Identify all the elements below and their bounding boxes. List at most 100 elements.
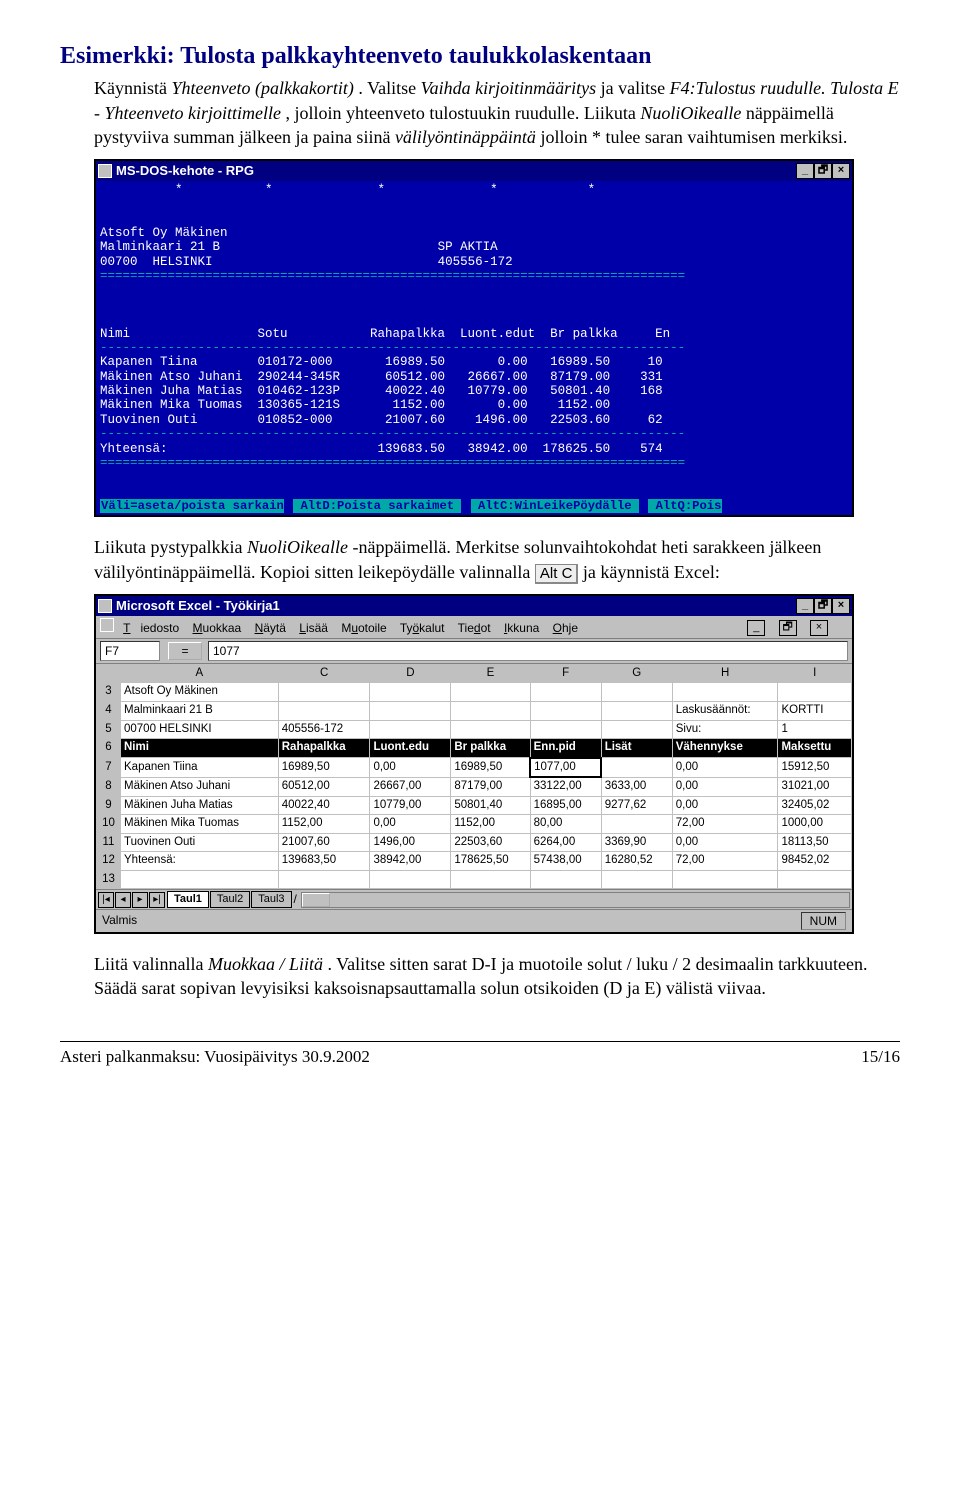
col-header[interactable]: [97, 664, 121, 683]
maximize-button[interactable]: 🗗: [814, 163, 832, 179]
cell[interactable]: [121, 870, 279, 889]
cell[interactable]: Lisät: [601, 739, 672, 758]
mdi-max-button[interactable]: 🗗: [779, 620, 797, 636]
row-header[interactable]: 11: [97, 833, 121, 852]
cell[interactable]: [278, 702, 370, 721]
cell[interactable]: Br palkka: [451, 739, 530, 758]
row-header[interactable]: 8: [97, 777, 121, 796]
cell[interactable]: 00700 HELSINKI: [121, 720, 279, 739]
menu-item[interactable]: Tiedot: [458, 621, 491, 635]
formula-input[interactable]: 1077: [208, 641, 848, 661]
cell[interactable]: KORTTI: [778, 702, 852, 721]
close-button[interactable]: ×: [832, 163, 850, 179]
cell[interactable]: Maksettu: [778, 739, 852, 758]
cell[interactable]: 16989,50: [451, 758, 530, 778]
cell[interactable]: 32405,02: [778, 796, 852, 815]
fx-button[interactable]: =: [168, 642, 202, 660]
cell[interactable]: 6264,00: [530, 833, 601, 852]
cell[interactable]: Enn.pid: [530, 739, 601, 758]
h-scrollbar[interactable]: [301, 892, 850, 908]
cell[interactable]: [370, 683, 451, 702]
cell[interactable]: Malminkaari 21 B: [121, 702, 279, 721]
mdi-min-button[interactable]: _: [747, 620, 765, 636]
row-header[interactable]: 12: [97, 852, 121, 871]
col-header[interactable]: F: [530, 664, 601, 683]
cell[interactable]: 22503,60: [451, 833, 530, 852]
row-header[interactable]: 6: [97, 739, 121, 758]
cell[interactable]: 0,00: [370, 815, 451, 834]
cell[interactable]: 18113,50: [778, 833, 852, 852]
row-header[interactable]: 5: [97, 720, 121, 739]
row-header[interactable]: 10: [97, 815, 121, 834]
row-header[interactable]: 7: [97, 758, 121, 778]
cell[interactable]: [530, 870, 601, 889]
cell[interactable]: Nimi: [121, 739, 279, 758]
scroll-thumb[interactable]: [302, 893, 330, 907]
sheet-tab[interactable]: Taul2: [210, 891, 250, 908]
row-header[interactable]: 13: [97, 870, 121, 889]
cell[interactable]: [451, 702, 530, 721]
col-header[interactable]: E: [451, 664, 530, 683]
cell[interactable]: [601, 702, 672, 721]
cell[interactable]: 1000,00: [778, 815, 852, 834]
menu-item[interactable]: Muokkaa: [193, 621, 242, 635]
cell[interactable]: [778, 870, 852, 889]
cell[interactable]: 33122,00: [530, 777, 601, 796]
cell[interactable]: [530, 683, 601, 702]
cell[interactable]: 1496,00: [370, 833, 451, 852]
close-button[interactable]: ×: [832, 598, 850, 614]
tab-nav-prev[interactable]: ◂: [115, 892, 131, 908]
cell[interactable]: [601, 758, 672, 778]
cell[interactable]: 72,00: [672, 852, 778, 871]
cell[interactable]: Vähennykse: [672, 739, 778, 758]
cell[interactable]: Atsoft Oy Mäkinen: [121, 683, 279, 702]
cell[interactable]: [601, 815, 672, 834]
cell[interactable]: [601, 720, 672, 739]
cell[interactable]: 9277,62: [601, 796, 672, 815]
cell[interactable]: 21007,60: [278, 833, 370, 852]
col-header[interactable]: H: [672, 664, 778, 683]
cell[interactable]: 405556-172: [278, 720, 370, 739]
col-header[interactable]: A: [121, 664, 279, 683]
menu-item[interactable]: Ohje: [553, 621, 578, 635]
cell[interactable]: 60512,00: [278, 777, 370, 796]
cell[interactable]: 3369,90: [601, 833, 672, 852]
cell[interactable]: [451, 720, 530, 739]
menu-item[interactable]: Tiedosto: [123, 621, 179, 635]
menu-item[interactable]: Muotoile: [341, 621, 386, 635]
cell[interactable]: 16895,00: [530, 796, 601, 815]
cell[interactable]: Laskusäännöt:: [672, 702, 778, 721]
cell[interactable]: 15912,50: [778, 758, 852, 778]
cell[interactable]: [451, 870, 530, 889]
cell[interactable]: 0,00: [672, 833, 778, 852]
cell[interactable]: [601, 683, 672, 702]
row-header[interactable]: 4: [97, 702, 121, 721]
cell[interactable]: [451, 683, 530, 702]
minimize-button[interactable]: _: [796, 163, 814, 179]
cell[interactable]: 0,00: [672, 796, 778, 815]
tab-nav-last[interactable]: ▸|: [149, 892, 165, 908]
cell[interactable]: [370, 720, 451, 739]
cell[interactable]: 57438,00: [530, 852, 601, 871]
cell[interactable]: Mäkinen Juha Matias: [121, 796, 279, 815]
cell[interactable]: 26667,00: [370, 777, 451, 796]
excel-grid[interactable]: ACDEFGHI3Atsoft Oy Mäkinen4Malminkaari 2…: [96, 664, 852, 889]
cell[interactable]: Mäkinen Mika Tuomas: [121, 815, 279, 834]
sheet-tab[interactable]: Taul1: [167, 891, 209, 908]
cell[interactable]: Sivu:: [672, 720, 778, 739]
col-header[interactable]: G: [601, 664, 672, 683]
cell[interactable]: [278, 683, 370, 702]
cell[interactable]: 40022,40: [278, 796, 370, 815]
cell[interactable]: 98452,02: [778, 852, 852, 871]
excel-menubar[interactable]: Tiedosto Muokkaa Näytä Lisää Muotoile Ty…: [96, 616, 852, 639]
cell[interactable]: 0,00: [672, 777, 778, 796]
cell[interactable]: 87179,00: [451, 777, 530, 796]
cell[interactable]: [672, 683, 778, 702]
cell[interactable]: [778, 683, 852, 702]
cell[interactable]: Yhteensä:: [121, 852, 279, 871]
cell[interactable]: 1152,00: [278, 815, 370, 834]
cell[interactable]: 10779,00: [370, 796, 451, 815]
cell[interactable]: 139683,50: [278, 852, 370, 871]
cell[interactable]: 80,00: [530, 815, 601, 834]
cell[interactable]: [672, 870, 778, 889]
